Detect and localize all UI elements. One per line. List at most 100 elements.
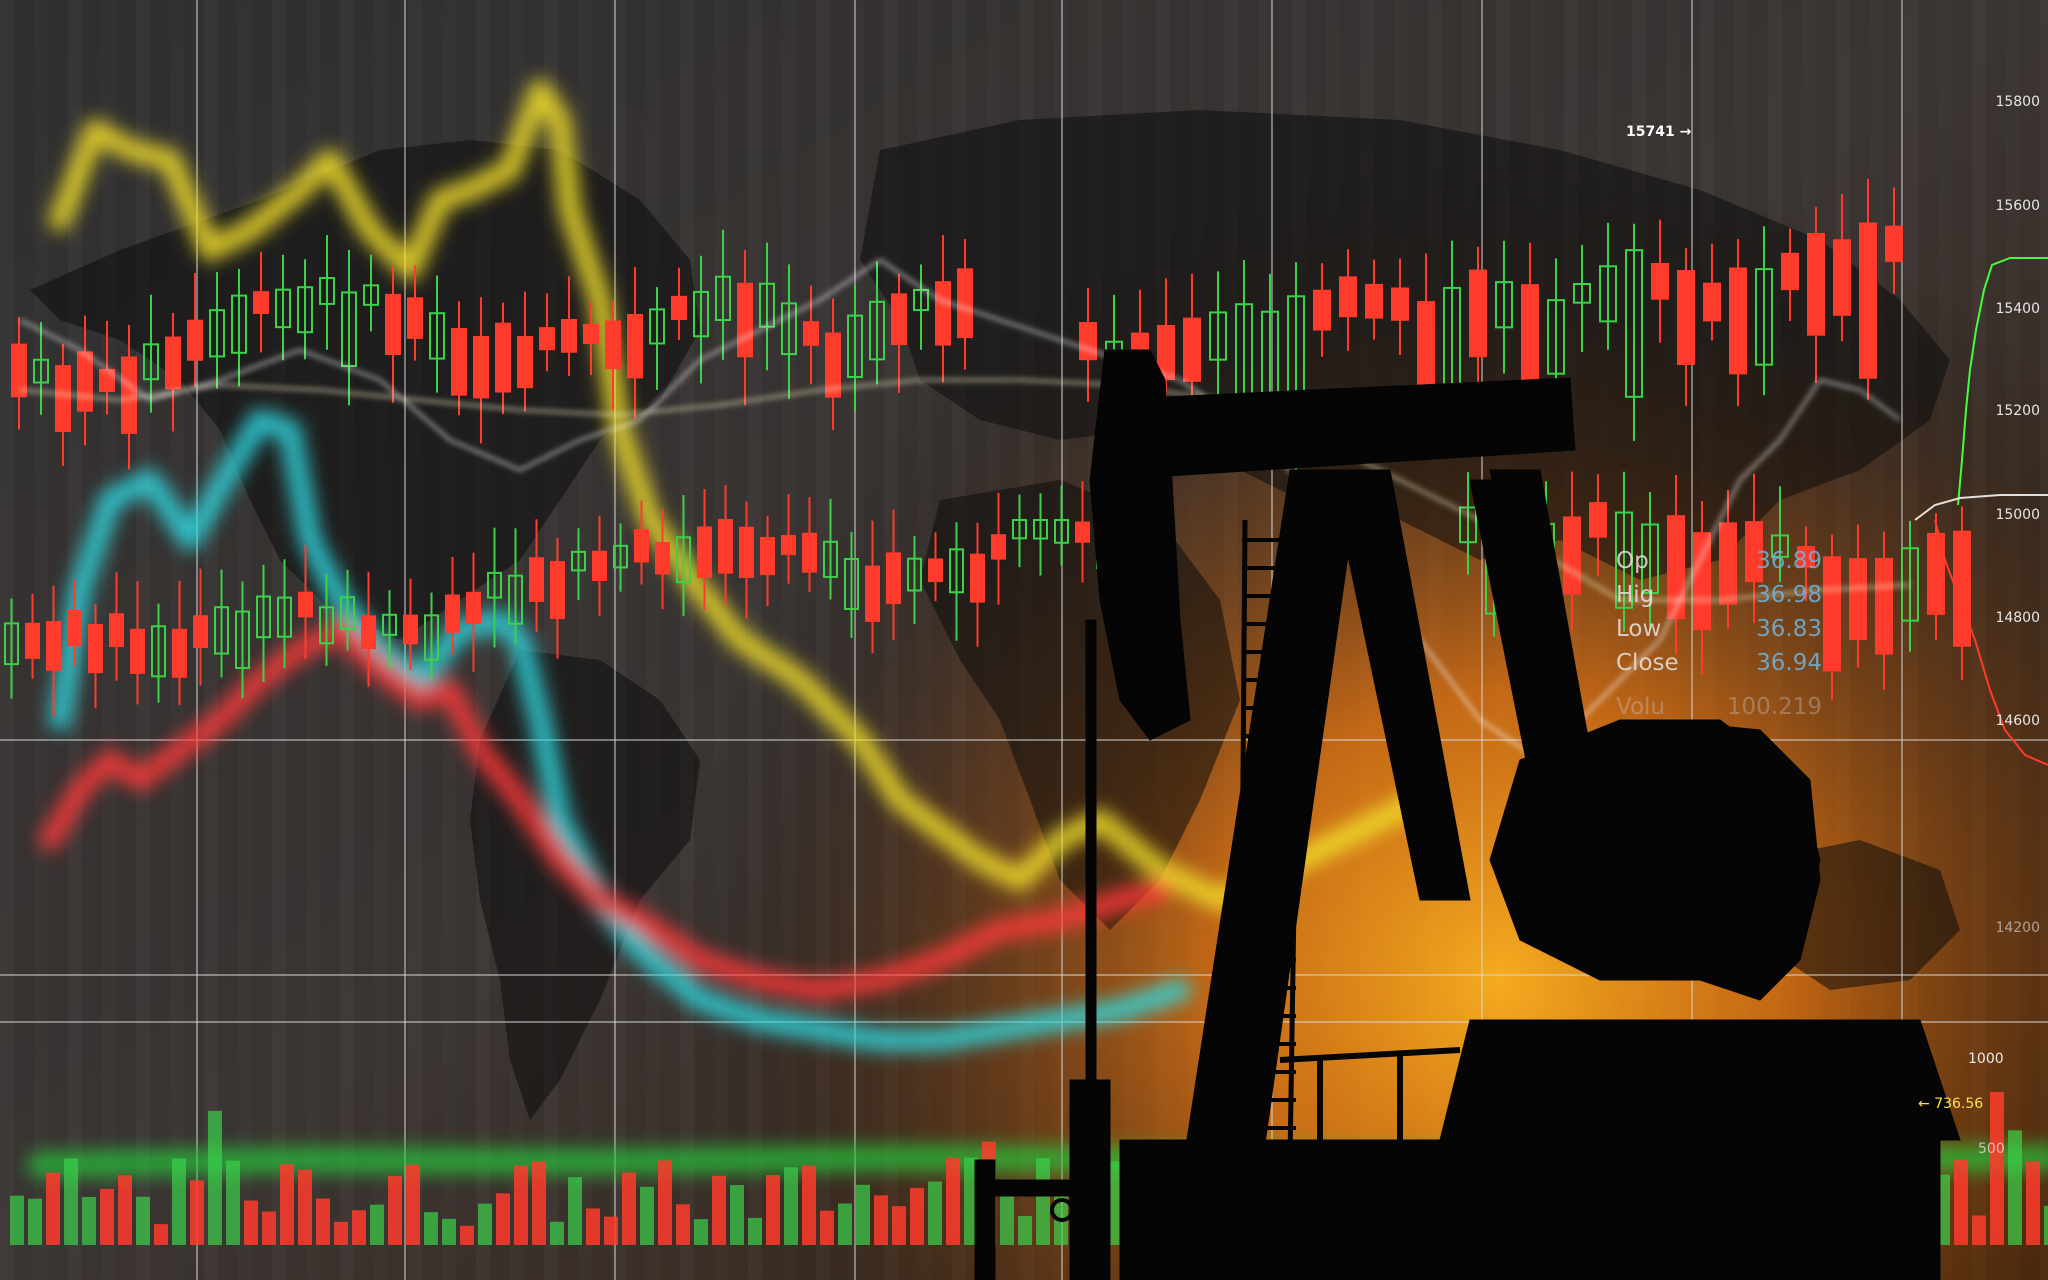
candle-body — [715, 275, 731, 322]
candle-body — [1823, 556, 1841, 672]
candle-body — [403, 614, 418, 645]
volume-bar — [262, 1211, 276, 1245]
candle-body — [1833, 239, 1851, 316]
volume-bar — [892, 1206, 906, 1245]
candle-body — [121, 356, 137, 434]
candle-body — [1781, 252, 1799, 291]
moving-averages — [19, 258, 1911, 762]
volume-bar — [298, 1169, 312, 1245]
base-platform — [1119, 1139, 1941, 1280]
ohlc-high-row: Hig 36.98 — [1612, 582, 1822, 616]
candle-body — [1745, 521, 1763, 583]
candle-body — [676, 536, 691, 584]
volume-bar — [622, 1172, 636, 1245]
candle-body — [605, 320, 621, 370]
volume-bar — [334, 1221, 348, 1245]
candle-body — [539, 327, 555, 351]
candle-body — [693, 290, 709, 338]
candle-body — [445, 594, 460, 633]
candle-body — [1755, 268, 1773, 366]
volume-bar — [226, 1160, 240, 1245]
volume-bar — [730, 1185, 744, 1245]
base-skid — [1439, 1019, 1961, 1141]
candle-body — [25, 622, 40, 659]
candle-body — [1615, 511, 1633, 609]
volume-bar — [1990, 1091, 2004, 1245]
price-tick: 14200 — [1995, 920, 2040, 936]
volume-bar — [550, 1221, 564, 1245]
candle-body — [495, 322, 511, 393]
candle-body — [739, 526, 754, 578]
volume-bar — [172, 1158, 186, 1245]
ohlc-low-row: Low 36.83 — [1612, 616, 1822, 650]
volume-bar — [10, 1195, 24, 1245]
ma-white — [19, 258, 1901, 762]
volume-bar — [910, 1187, 924, 1245]
volume-value: 100.219 — [1726, 694, 1822, 720]
pumpjack-silhouette — [974, 349, 1961, 1280]
volume-bar — [244, 1200, 258, 1245]
volume-bar — [874, 1195, 888, 1245]
candle-body — [913, 288, 929, 312]
close-value: 36.94 — [1756, 650, 1822, 676]
ohlc-close-row: Close 36.94 — [1612, 650, 1822, 684]
candle-body — [508, 574, 523, 625]
volume-bar — [370, 1204, 384, 1245]
candle-body — [865, 565, 880, 622]
volume-bar — [856, 1184, 870, 1245]
volume-bar — [64, 1158, 78, 1245]
candle-body — [187, 319, 203, 361]
candle-body — [1339, 276, 1357, 318]
candle-body — [382, 613, 397, 636]
volume-bar — [2026, 1161, 2040, 1245]
volume-bar — [2008, 1130, 2022, 1245]
high-value: 36.98 — [1756, 582, 1822, 608]
candle-body — [487, 571, 502, 599]
candle-body — [1054, 519, 1069, 544]
candle-body — [869, 300, 885, 361]
ma-cream — [19, 379, 1911, 601]
candle-body — [1797, 546, 1815, 568]
candle-body — [341, 291, 357, 368]
volume-bar — [712, 1175, 726, 1245]
candle-body — [109, 613, 124, 648]
candle-body — [571, 550, 586, 572]
volume-bar — [46, 1172, 60, 1245]
volume-bar — [1954, 1160, 1968, 1245]
volume-bar — [1108, 1161, 1122, 1245]
candle-body — [363, 284, 379, 306]
candle-body — [583, 323, 599, 344]
volume-bar — [136, 1196, 150, 1245]
volume-bar — [586, 1208, 600, 1245]
candle-body — [451, 328, 467, 396]
polished-rod — [1085, 619, 1097, 1161]
candle-body — [781, 535, 796, 556]
candle-body — [1651, 262, 1669, 300]
candle-body — [1079, 322, 1097, 361]
candle-body — [1521, 284, 1539, 397]
open-value: 36.89 — [1756, 548, 1822, 574]
volume-bar — [1036, 1158, 1050, 1245]
volume-bar — [82, 1196, 96, 1245]
candle-body — [781, 302, 797, 356]
candle-body — [1927, 532, 1945, 615]
candle-body — [424, 614, 439, 661]
candle-body — [466, 591, 481, 624]
candle-body — [697, 526, 712, 578]
candle-body — [1849, 558, 1867, 641]
volume-bar — [2044, 1205, 2048, 1245]
candle-body — [949, 548, 964, 594]
volume-bar — [766, 1175, 780, 1245]
ohlc-readout: Op 36.89 Hig 36.98 Low 36.83 Close 36.94… — [1612, 548, 1822, 728]
candle-body — [1183, 317, 1201, 382]
candle-body — [1771, 534, 1789, 558]
volume-tick: 1000 — [1968, 1051, 2004, 1067]
volume-bar — [208, 1110, 222, 1245]
candle-body — [4, 622, 19, 666]
volume-marker: ← 736.56 — [1918, 1096, 1984, 1112]
volume-bar — [118, 1175, 132, 1245]
candle-body — [823, 540, 838, 578]
railing — [1279, 1047, 1940, 1280]
candle-body — [1901, 547, 1919, 622]
candle-body — [550, 561, 565, 620]
